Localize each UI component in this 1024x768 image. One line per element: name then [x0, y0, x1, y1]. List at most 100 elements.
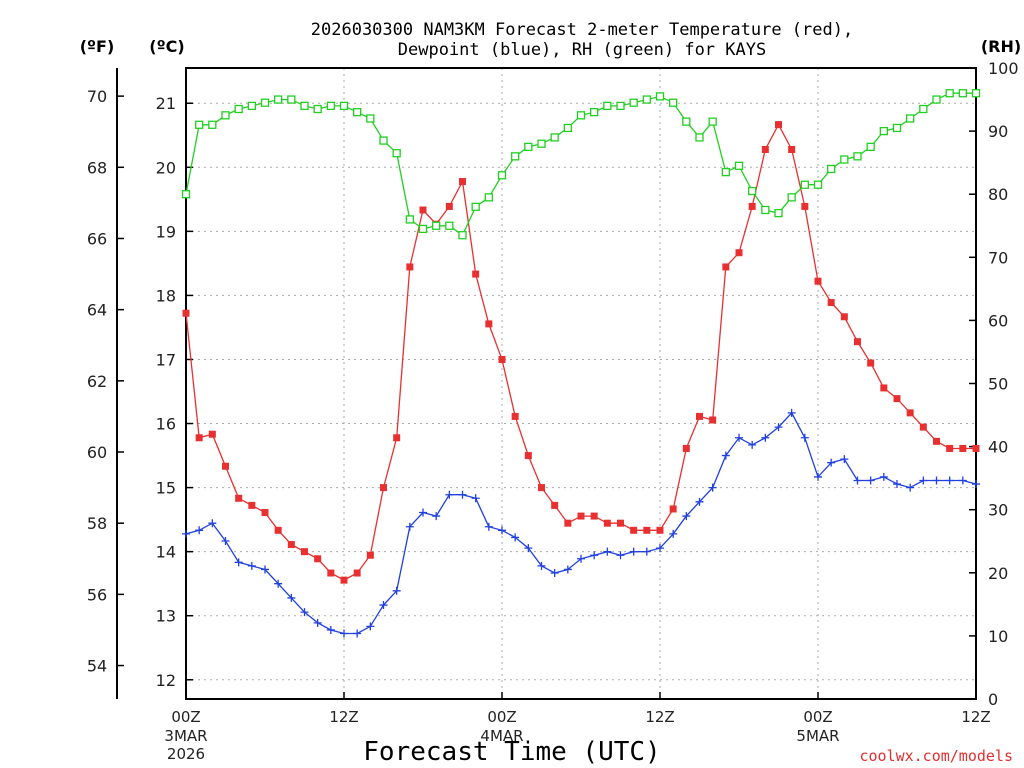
temperature-point	[801, 202, 809, 210]
temperature-point	[854, 338, 861, 346]
x-tick-label: 00Z	[803, 708, 832, 726]
rh-point	[366, 114, 375, 123]
temperature-point	[867, 359, 875, 367]
rh-point	[405, 215, 414, 224]
temperature-point	[366, 551, 374, 559]
dewpoint-point	[616, 551, 625, 560]
rh-point	[892, 123, 902, 133]
dewpoint-point	[498, 526, 506, 535]
temperature-point	[788, 145, 796, 153]
rh-point	[511, 152, 520, 161]
x-axis-label: Forecast Time (UTC)	[363, 737, 660, 767]
f-tick-label: 60	[87, 443, 107, 462]
dewpoint-point	[735, 433, 743, 442]
rh-point	[669, 98, 678, 107]
temperature-point	[682, 444, 690, 452]
rh-point	[695, 133, 704, 142]
rh-point	[721, 167, 730, 177]
dewpoint-point	[656, 544, 664, 553]
dewpoint-point	[919, 476, 928, 485]
dewpoint-point	[866, 476, 875, 485]
temperature-point	[735, 249, 743, 257]
rh-point	[537, 139, 546, 148]
rh-tick-label: 10	[988, 627, 1008, 646]
rh-point	[274, 95, 283, 104]
f-tick-label: 70	[87, 87, 107, 106]
series-layer	[181, 89, 981, 638]
rh-tick-label: 70	[988, 248, 1008, 267]
c-tick-label: 16	[156, 415, 176, 434]
c-tick-label: 21	[156, 94, 176, 113]
dewpoint-point	[787, 408, 796, 417]
temperature-point	[722, 263, 730, 271]
dewpoint-point	[261, 565, 269, 574]
rh-point	[379, 136, 388, 145]
dewpoint-point	[761, 433, 770, 442]
dewpoint-point	[563, 565, 572, 574]
rh-point	[616, 101, 625, 111]
temperature-point	[248, 501, 256, 509]
rh-point	[827, 164, 836, 174]
rh-tick-label: 50	[988, 375, 1008, 394]
temperature-point	[380, 484, 387, 492]
rh-point	[260, 98, 270, 107]
dewpoint-point	[550, 569, 559, 578]
dewpoint-point	[221, 536, 230, 545]
rh-point	[734, 161, 744, 170]
dewpoint-point	[524, 544, 533, 553]
rh-point	[550, 133, 559, 142]
dewpoint-point	[603, 547, 612, 556]
rh-point	[181, 190, 191, 199]
c-tick-label: 20	[156, 158, 176, 177]
dewpoint-point	[972, 480, 980, 489]
rh-point	[800, 180, 809, 189]
temperature-point	[643, 526, 651, 534]
credit-link[interactable]: coolwx.com/models	[859, 747, 1013, 765]
rh-tick-label: 30	[988, 501, 1008, 520]
temperature-point	[498, 355, 506, 363]
rh-point	[840, 155, 849, 164]
dewpoint-point	[800, 433, 809, 442]
temperature-point	[933, 437, 940, 445]
rh-point	[221, 111, 230, 120]
temperature-point	[748, 202, 756, 210]
rh-point	[524, 142, 533, 152]
f-tick-label: 58	[87, 514, 107, 533]
dewpoint-point	[840, 455, 849, 464]
dewpoint-point	[814, 472, 822, 481]
dewpoint-point	[708, 483, 717, 492]
dewpoint-point	[695, 497, 704, 506]
dewpoint-point	[366, 622, 375, 631]
rh-unit-label: (RH)	[981, 37, 1021, 56]
c-tick-label: 12	[156, 671, 176, 690]
c-tick-label: 15	[156, 479, 176, 498]
dewpoint-point	[642, 547, 651, 556]
temperature-point	[472, 270, 480, 278]
rh-point	[432, 221, 441, 230]
dewpoint-point	[300, 608, 309, 617]
dewpoint-point	[247, 561, 256, 570]
x-tick-date-label: 4MAR	[480, 727, 523, 745]
f-tick-label: 68	[87, 158, 107, 177]
x-tick-year-label: 2026	[167, 745, 205, 763]
temperature-point	[590, 512, 598, 520]
rh-point	[958, 89, 967, 98]
series-dewpoint	[182, 408, 980, 638]
dewpoint-point	[590, 551, 599, 560]
rh-point	[629, 98, 638, 107]
rh-point	[708, 117, 717, 126]
temperature-point	[208, 430, 216, 438]
dewpoint-point	[577, 554, 585, 563]
dewpoint-point	[195, 526, 204, 535]
temperature-point	[406, 263, 414, 271]
rh-point	[471, 202, 480, 211]
rh-point	[590, 108, 599, 117]
c-tick-label: 18	[156, 286, 176, 305]
temperature-point	[972, 444, 980, 452]
chart-title-line2: Dewpoint (blue), RH (green) for KAYS	[398, 40, 766, 60]
plot-frame	[185, 67, 977, 700]
dewpoint-point	[405, 522, 414, 531]
rh-point	[866, 142, 875, 152]
temperature-point	[880, 384, 888, 392]
